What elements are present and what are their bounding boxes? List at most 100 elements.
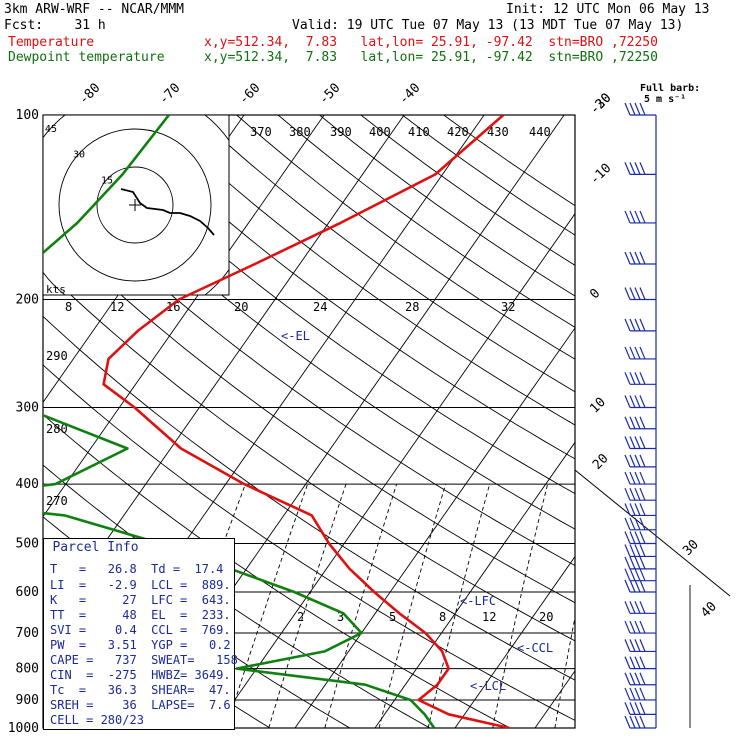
pressure-label: 900 — [16, 693, 39, 708]
dry-adiabat — [194, 115, 575, 393]
wind-barb — [624, 715, 656, 729]
theta-label: 370 — [250, 125, 272, 139]
hodograph: 15 30 45 kts — [42, 114, 230, 296]
isotherm-label: 20 — [590, 451, 612, 473]
dewpoint-line — [43, 115, 436, 728]
wind-barb — [624, 487, 656, 501]
dry-adiabat — [43, 220, 575, 604]
hodograph-ring — [58, 128, 212, 282]
dry-adiabat — [402, 115, 575, 236]
pressure-label: 1000 — [8, 721, 39, 736]
theta-low-label: 290 — [46, 349, 68, 363]
isotherm-line — [0, 115, 4, 728]
lower-right-edge — [574, 469, 731, 597]
wind-barb — [624, 639, 656, 653]
mixing-ratio-label: 5 — [389, 610, 396, 624]
dewpoint-label: Dewpoint temperature — [8, 50, 165, 65]
wind-barb — [624, 416, 656, 430]
hodograph-ring-label: 30 — [73, 150, 85, 161]
plot-frame — [42, 114, 576, 729]
isotherm-label: -50 — [316, 81, 343, 108]
dry-adiabat — [43, 315, 575, 681]
hodograph-trace — [120, 188, 215, 236]
isotherm-line — [695, 115, 740, 728]
temperature-line — [102, 115, 510, 728]
theta-low-label: 280 — [46, 422, 68, 436]
isotherm-line — [43, 115, 325, 518]
wind-barb — [624, 620, 656, 634]
theta-label: 380 — [289, 125, 311, 139]
dewpoint-location-info: x,y=512.34, 7.83 lat,lon= 25.91, -97.42 … — [204, 50, 658, 65]
valid-time: Valid: 19 UTC Tue 07 May 13 (13 MDT Tue … — [292, 18, 684, 33]
pressure-label: 200 — [16, 293, 39, 308]
hodograph-speed-label: 12 — [110, 300, 124, 314]
wind-barb — [624, 318, 656, 332]
annotation-label: <-LFC — [460, 594, 496, 608]
mixing-ratio-label: 20 — [539, 610, 553, 624]
mixing-ratio-label: 3 — [337, 610, 344, 624]
wind-barb — [624, 471, 656, 485]
pressure-label: 600 — [16, 585, 39, 600]
parcel-row-tc: Tc = 36.3 SHEAR= 47. — [50, 683, 231, 697]
theta-label: 430 — [487, 125, 509, 139]
parcel-row-svi: SVI = 0.4 CCL = 769. — [50, 623, 231, 637]
wind-barb — [624, 672, 656, 686]
parcel-row-sreh: SREH = 36 LAPSE= 7.6 — [50, 698, 231, 712]
pressure-label: 500 — [16, 536, 39, 551]
hodograph-speed-label: 16 — [166, 300, 180, 314]
wind-barb — [624, 346, 656, 360]
parcel-row-k: K = 27 LFC = 643. — [50, 593, 231, 607]
wind-barb — [624, 601, 656, 614]
pressure-label: 700 — [16, 626, 39, 641]
parcel-row-t: T = 26.8 Td = 17.4 — [50, 562, 224, 576]
parcel-row-pw: PW = 3.51 YGP = 0.2 — [50, 638, 231, 652]
theta-label: 400 — [369, 125, 391, 139]
theta-label: 390 — [330, 125, 352, 139]
pressure-label: 300 — [16, 400, 39, 415]
init-time: Init: 12 UTC Mon 06 May 13 — [506, 2, 710, 17]
hodograph-speed-label: 28 — [405, 300, 419, 314]
parcel-row-cape: CAPE = 737 SWEAT= 158 — [50, 653, 238, 667]
hodograph-speed-label: 32 — [501, 300, 515, 314]
isotherm-label: 0 — [587, 286, 603, 302]
wind-barb — [624, 372, 656, 385]
isotherm-label: 10 — [587, 395, 609, 417]
isotherm-label: -40 — [396, 81, 423, 108]
wind-barb — [624, 210, 656, 224]
wind-barb — [624, 436, 656, 450]
parcel-row-cin: CIN = -275 HWBZ= 3649. — [50, 668, 231, 682]
parcel-row-tt: TT = 48 EL = 233. — [50, 608, 231, 622]
wind-barb — [624, 454, 656, 468]
wind-barb — [624, 287, 656, 301]
wind-barb — [624, 556, 656, 570]
pressure-label: 400 — [16, 477, 39, 492]
theta-label: 440 — [529, 125, 551, 139]
wind-barb — [624, 251, 656, 265]
wind-barbs — [624, 102, 657, 729]
parcel-info-box — [43, 538, 235, 730]
theta-label: 410 — [408, 125, 430, 139]
wind-barb — [624, 702, 656, 715]
hodograph-speed-label: 20 — [234, 300, 248, 314]
annotation-label: <-CCL — [517, 641, 553, 655]
hodograph-ring-label: 45 — [45, 124, 57, 135]
dry-adiabat — [153, 115, 575, 426]
pressure-label: 800 — [16, 662, 39, 677]
mixing-ratio-line — [225, 483, 309, 728]
wind-barb — [624, 579, 656, 593]
dry-adiabat — [0, 115, 48, 740]
wind-barb — [624, 687, 656, 701]
dry-adiabat — [43, 128, 575, 530]
forecast-hour: Fcst: 31 h — [4, 18, 106, 33]
wind-barb — [624, 656, 656, 670]
isotherm-label: -70 — [156, 81, 183, 108]
pressure-label: 100 — [16, 108, 39, 123]
annotation-label: <-EL — [281, 329, 310, 343]
barb-key-label: Full barb: — [640, 83, 701, 94]
hodograph-ring-label: 15 — [101, 175, 113, 186]
temperature-location-info: x,y=512.34, 7.83 lat,lon= 25.91, -97.42 … — [204, 35, 658, 50]
isotherm-label: -60 — [236, 81, 263, 108]
annotation-label: <-LCL — [470, 679, 506, 693]
mixing-ratio-label: 8 — [439, 610, 446, 624]
wind-barb — [624, 531, 656, 545]
